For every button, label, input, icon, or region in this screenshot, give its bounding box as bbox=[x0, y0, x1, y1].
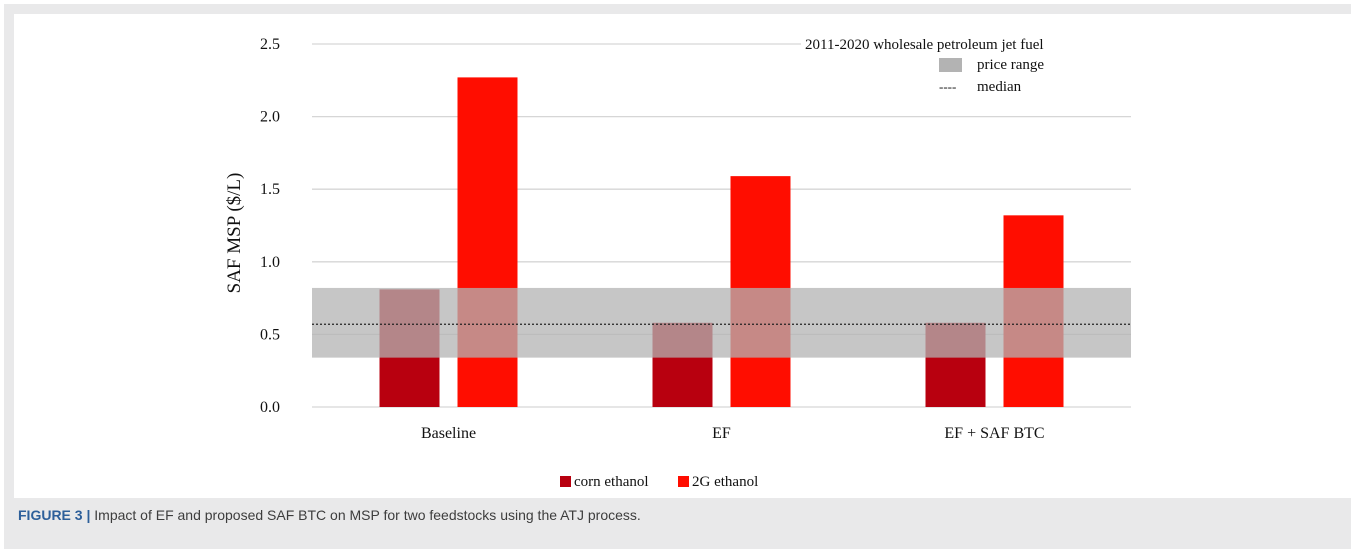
legend-swatch-median: ---- bbox=[939, 79, 956, 94]
y-axis-label: SAF MSP ($/L) bbox=[224, 173, 245, 294]
legend-label-median: median bbox=[977, 79, 1022, 95]
price-range-band bbox=[312, 287, 1131, 358]
legend-title-background bbox=[801, 36, 1131, 54]
figure-frame: 0.0 0.5 1.0 1.5 2.0 2.5 Baseline EF EF + SAF BT… bbox=[4, 4, 1351, 549]
bar-chart: 0.0 0.5 1.0 1.5 2.0 2.5 Baseline EF EF + SAF BT… bbox=[224, 36, 1131, 490]
y-tick-label: 2.5 bbox=[260, 36, 280, 53]
legend-label-price-range: price range bbox=[977, 57, 1044, 73]
chart-panel: 0.0 0.5 1.0 1.5 2.0 2.5 Baseline EF EF + SAF BT… bbox=[14, 14, 1351, 498]
figure-caption: FIGURE 3 | Impact of EF and proposed SAF… bbox=[18, 507, 1338, 523]
y-tick-label: 0.5 bbox=[260, 326, 280, 343]
reference-legend: 2011-2020 wholesale petroleum jet fuel p… bbox=[801, 36, 1131, 95]
x-tick-labels: Baseline EF EF + SAF BTC bbox=[421, 425, 1045, 442]
x-tick-label: EF + SAF BTC bbox=[944, 425, 1044, 442]
x-tick-label: Baseline bbox=[421, 425, 476, 442]
legend-swatch-2g-ethanol bbox=[678, 476, 689, 487]
caption-label: FIGURE 3 | bbox=[18, 507, 91, 523]
legend-label-2g-ethanol: 2G ethanol bbox=[692, 474, 758, 490]
y-tick-label: 0.0 bbox=[260, 399, 280, 416]
reference-band bbox=[312, 287, 1131, 358]
legend-swatch-corn-ethanol bbox=[560, 476, 571, 487]
y-tick-labels: 0.0 0.5 1.0 1.5 2.0 2.5 bbox=[260, 36, 280, 416]
x-tick-label: EF bbox=[712, 425, 731, 442]
legend-label-corn-ethanol: corn ethanol bbox=[574, 474, 649, 490]
y-tick-label: 1.5 bbox=[260, 181, 280, 198]
legend-title: 2011-2020 wholesale petroleum jet fuel bbox=[805, 37, 1044, 53]
y-tick-label: 2.0 bbox=[260, 109, 280, 126]
series-legend: corn ethanol 2G ethanol bbox=[560, 474, 758, 490]
y-tick-label: 1.0 bbox=[260, 254, 280, 271]
caption-text: Impact of EF and proposed SAF BTC on MSP… bbox=[94, 507, 641, 523]
legend-swatch-price-range bbox=[939, 58, 962, 72]
